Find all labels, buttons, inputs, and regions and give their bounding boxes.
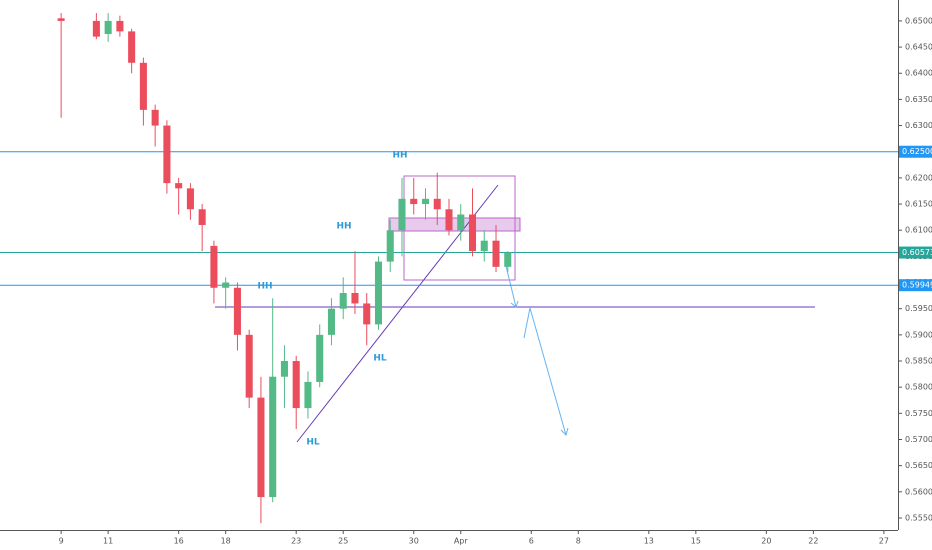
candle-body (351, 292, 359, 304)
candle-body (398, 198, 406, 231)
price-label: 0.60573 (902, 248, 932, 257)
candle-body (175, 183, 183, 189)
price-label-box (899, 145, 932, 158)
x-tick-label: 20 (761, 537, 771, 546)
price-label-box (899, 279, 932, 292)
x-tick-label: 15 (691, 537, 701, 546)
x-tick-label: Apr (454, 537, 469, 546)
trend-line (296, 184, 499, 443)
x-tick-label: 23 (291, 537, 301, 546)
candle-body (339, 292, 347, 309)
arrow (523, 307, 567, 436)
candle-body (386, 230, 394, 262)
candle-body (57, 18, 65, 21)
candle-body (433, 198, 441, 210)
candle-body (210, 245, 218, 288)
x-tick-label: 27 (879, 537, 889, 546)
candle-body (410, 198, 418, 205)
candle-body (128, 31, 136, 63)
candle-body (139, 62, 147, 110)
x-tick-label: 22 (808, 537, 818, 546)
candle-body (445, 209, 453, 231)
y-tick-label: 0.65000 (905, 16, 932, 25)
candle-body (316, 334, 324, 382)
x-tick-label: 13 (644, 537, 654, 546)
candle-body (480, 240, 488, 252)
x-tick-label: 18 (221, 537, 231, 546)
arrow (504, 261, 517, 308)
candle-body (363, 303, 371, 325)
annotation: HL (373, 354, 387, 364)
candle-body (92, 20, 100, 37)
candle-body (233, 287, 241, 335)
x-tick-label: 11 (103, 537, 113, 546)
candle-body (116, 20, 124, 32)
candle-body (104, 20, 112, 35)
annotation: HH (392, 151, 407, 161)
candle-body (257, 397, 265, 498)
x-tick-label: 25 (338, 537, 348, 546)
annotation: HH (336, 222, 351, 232)
candle-body (186, 188, 194, 210)
x-tick-label: 16 (174, 537, 184, 546)
candle-body (245, 334, 253, 398)
candle-body (327, 308, 335, 335)
candle-body (151, 109, 159, 126)
candle-body (421, 198, 430, 205)
candle-body (269, 376, 277, 498)
price-label: 0.62500 (902, 147, 932, 156)
x-tick-label: 30 (409, 537, 419, 546)
candle-body (492, 240, 500, 267)
price-label: 0.59949 (902, 281, 932, 290)
zone-box (388, 217, 521, 232)
candle-body (304, 381, 312, 409)
x-tick-label: 9 (59, 537, 64, 546)
candle-body (457, 214, 465, 231)
arrow-head (510, 300, 519, 308)
price-label-box (899, 246, 932, 259)
arrow-head (560, 427, 569, 436)
candle-body (374, 261, 383, 325)
candle-body (222, 282, 230, 288)
x-tick-label: 8 (576, 537, 581, 546)
x-tick-label: 6 (529, 537, 534, 546)
candle-body (280, 361, 288, 377)
annotation: HL (306, 438, 320, 448)
candle-body (504, 252, 512, 267)
candle-body (468, 214, 477, 252)
candle-body (163, 125, 171, 184)
candle-body (198, 209, 206, 225)
annotation: HH (257, 282, 272, 292)
candle-body (292, 361, 300, 409)
